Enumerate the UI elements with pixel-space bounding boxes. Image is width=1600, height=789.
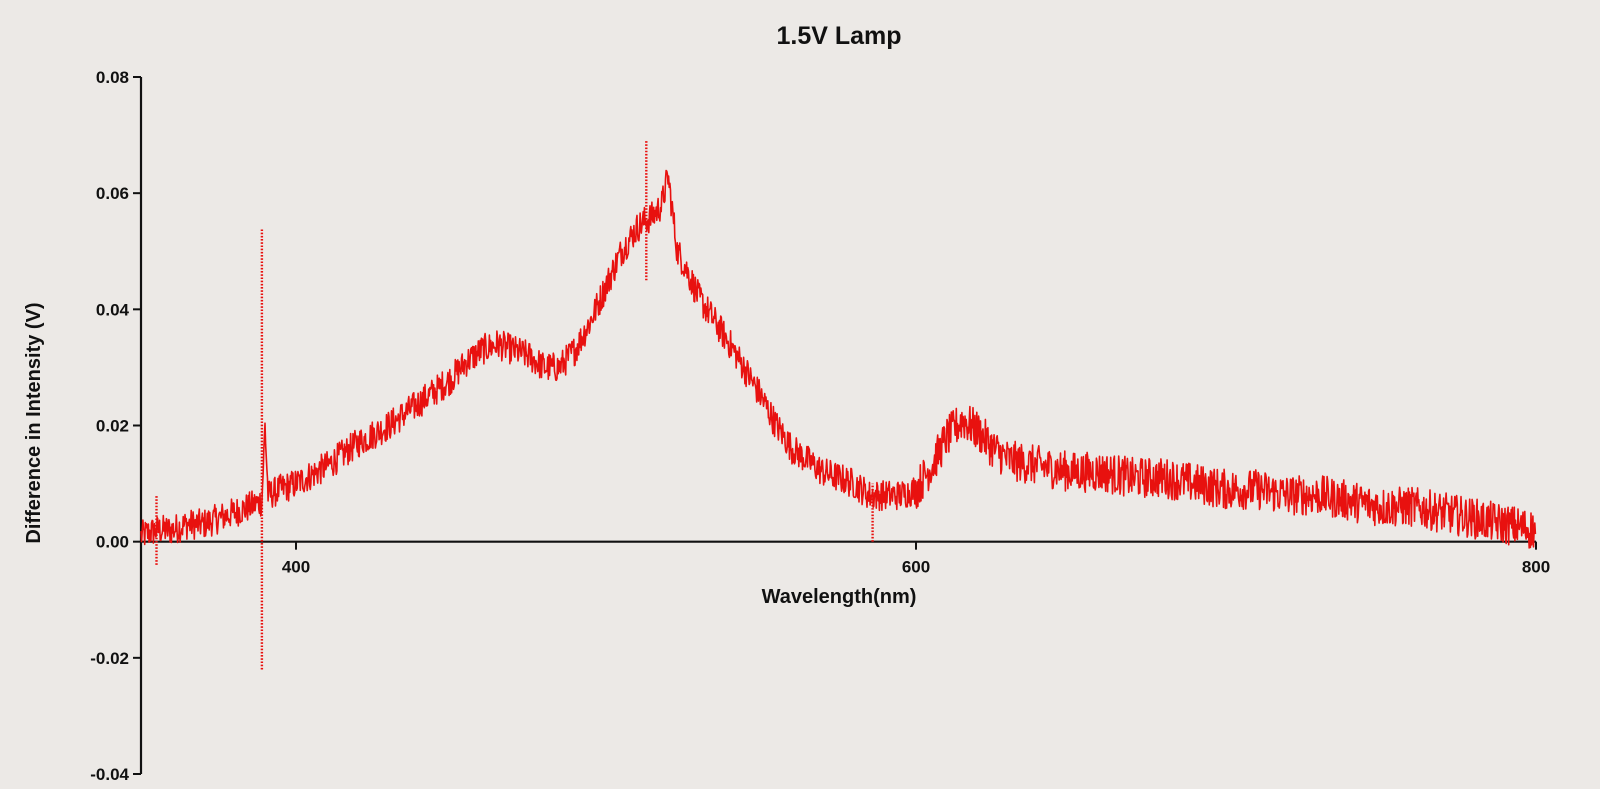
y-tick-label: 0.00 — [96, 533, 129, 552]
x-tick-label: 400 — [282, 558, 310, 577]
axes: -0.04 -0.02 0.00 0.02 0.04 0.06 0.08 400 600 800 — [90, 68, 1550, 784]
x-tick-label: 800 — [1522, 558, 1550, 577]
chart-title: 1.5V Lamp — [776, 22, 901, 50]
y-tick-label: -0.02 — [90, 649, 129, 668]
x-axis-label: Wavelength(nm) — [762, 586, 917, 608]
y-tick-label: 0.06 — [96, 184, 129, 203]
y-tick-label: 0.08 — [96, 68, 129, 87]
x-tick-label: 600 — [902, 558, 930, 577]
series-line — [140, 140, 1537, 670]
y-tick-label: 0.04 — [96, 300, 130, 319]
y-tick-label: -0.04 — [90, 765, 129, 784]
y-tick-label: 0.02 — [96, 417, 129, 436]
series-path — [140, 169, 1537, 549]
y-axis-label: Difference in Intensity (V) — [23, 302, 45, 543]
